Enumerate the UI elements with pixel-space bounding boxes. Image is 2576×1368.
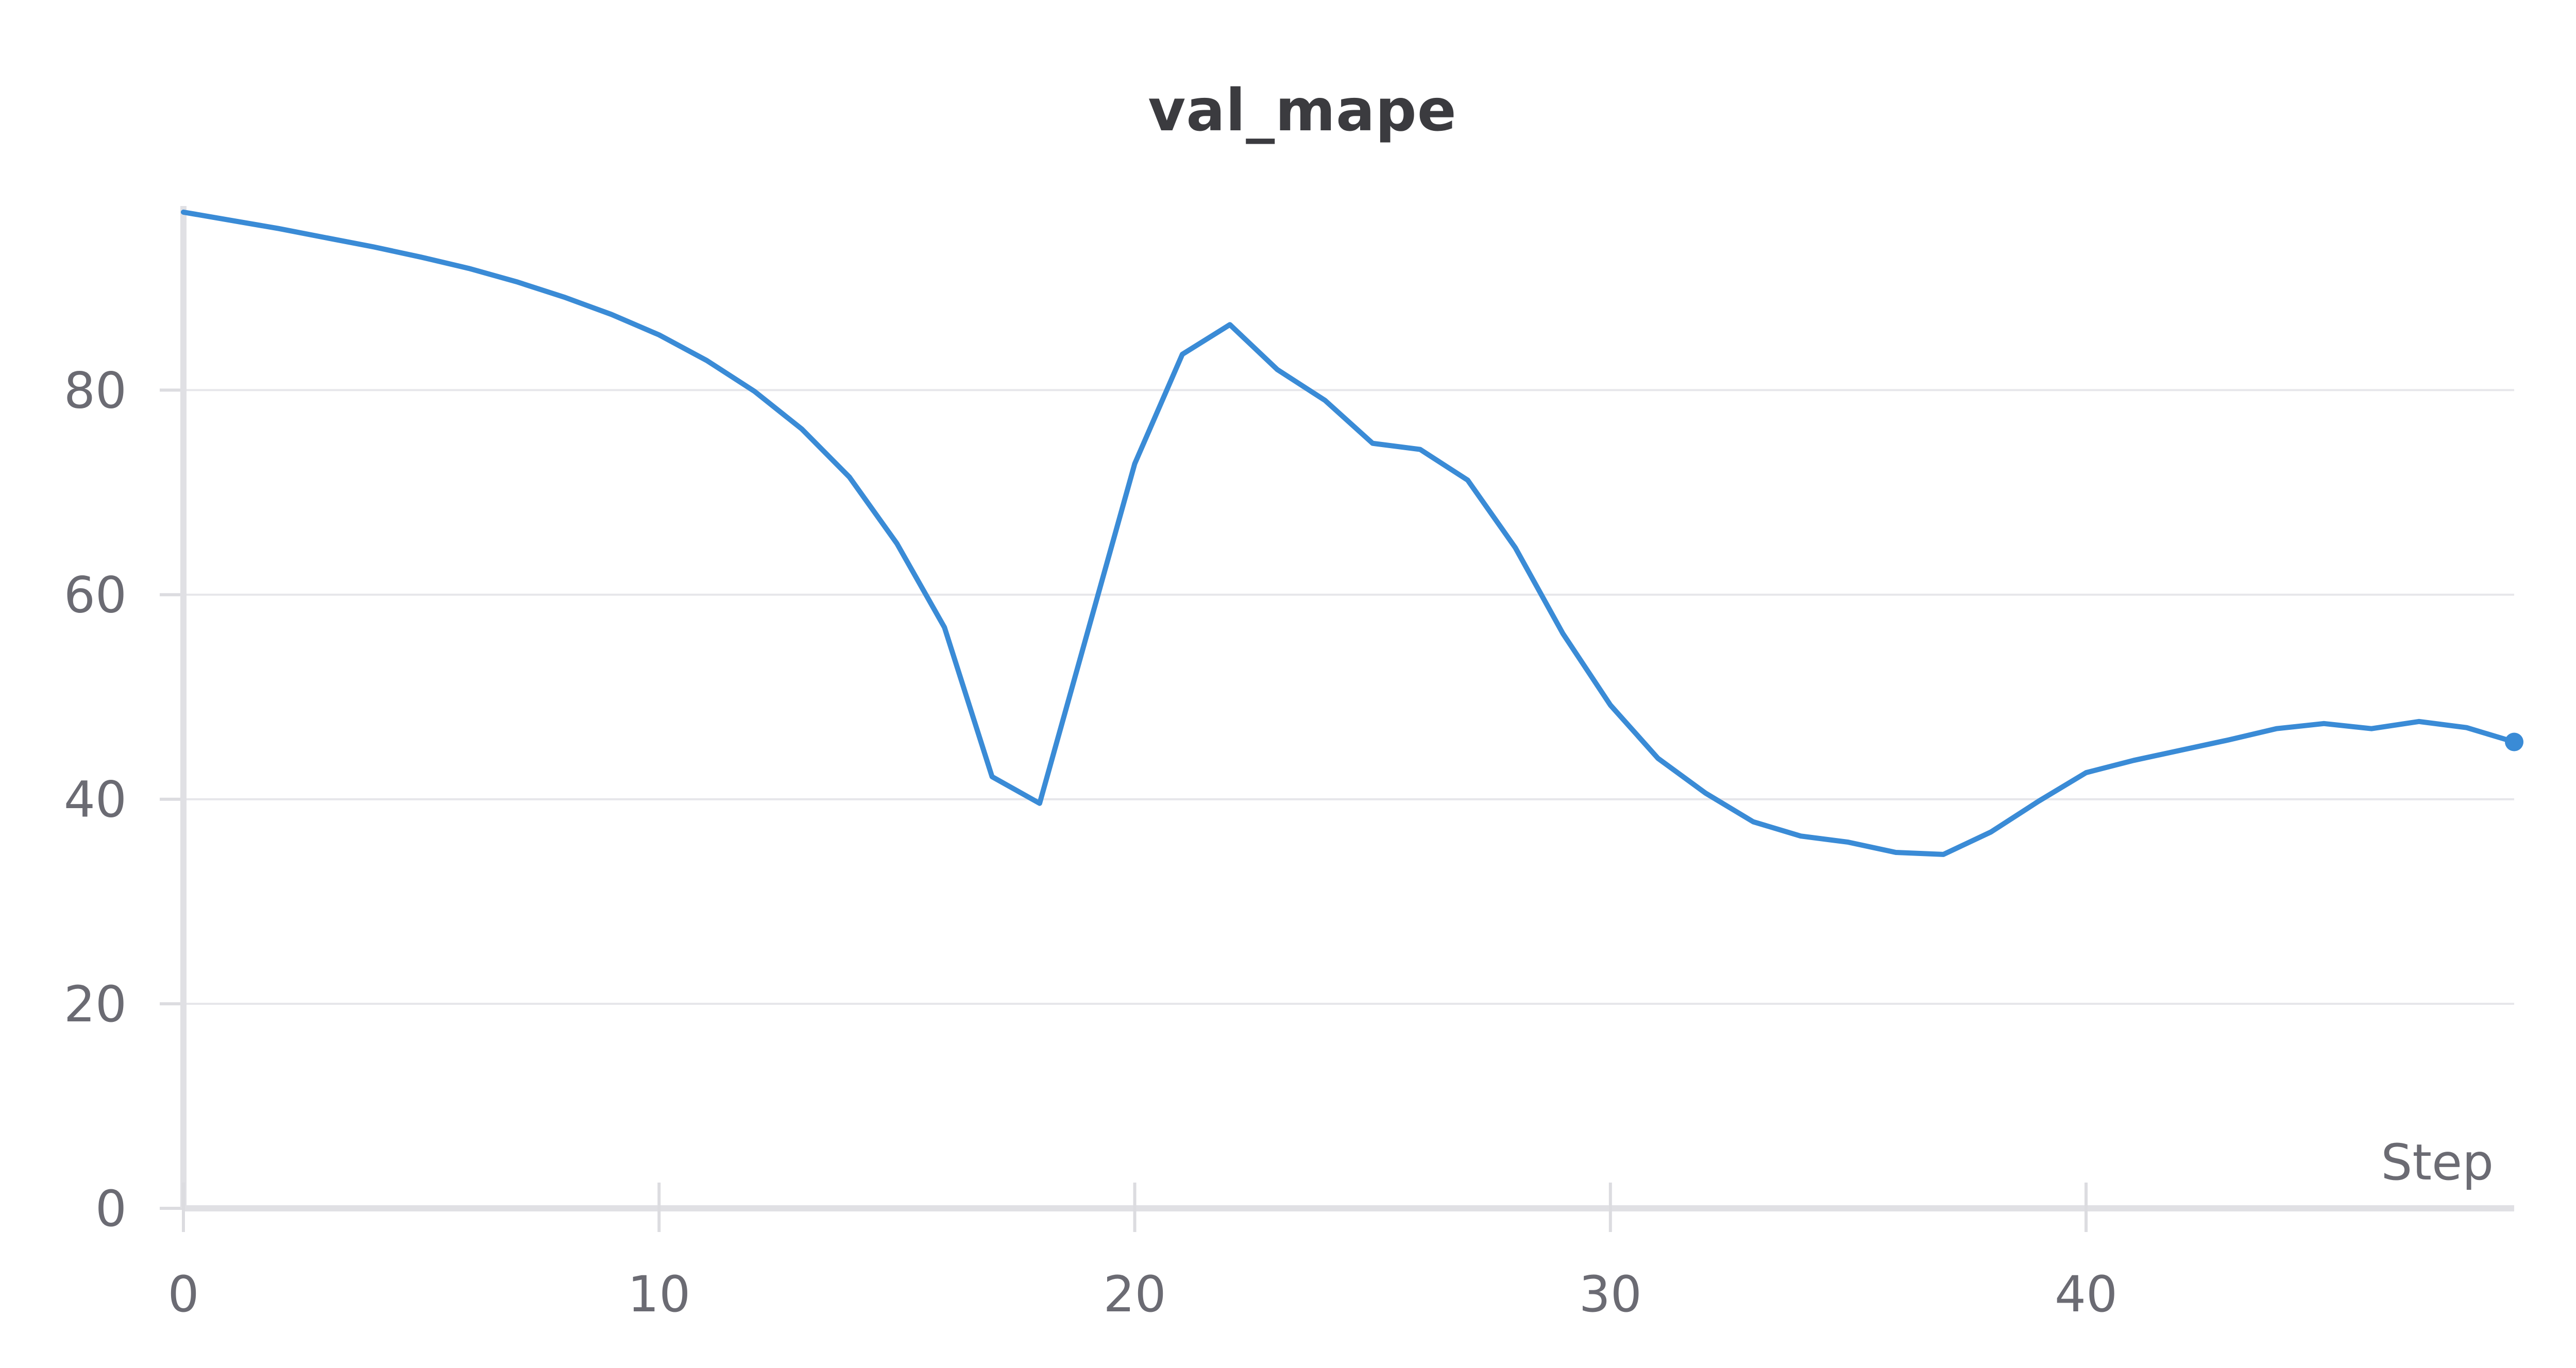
y-tick-label: 20	[64, 976, 127, 1033]
x-tick-label: 10	[628, 1266, 690, 1323]
gridlines	[183, 389, 2514, 1005]
y-tick-label: 60	[64, 567, 127, 624]
chart-title: val_mape	[1148, 77, 1457, 144]
series-line	[181, 209, 2517, 857]
last-point-marker	[2505, 732, 2523, 751]
x-axis-label: Step	[2381, 1134, 2494, 1191]
x-tick-label: 0	[167, 1266, 199, 1323]
axes	[160, 206, 2514, 1232]
x-tick-label: 20	[1103, 1266, 1166, 1323]
x-tick-label: 30	[1579, 1266, 1642, 1323]
tick-labels: 0 20 40 60 80 0 10 20 30 40	[64, 362, 2117, 1323]
x-tick-label: 40	[2055, 1266, 2117, 1323]
y-tick-label: 80	[64, 362, 127, 419]
y-tick-label: 40	[64, 771, 127, 829]
y-tick-label: 0	[95, 1180, 127, 1238]
series-layer	[181, 209, 2523, 857]
